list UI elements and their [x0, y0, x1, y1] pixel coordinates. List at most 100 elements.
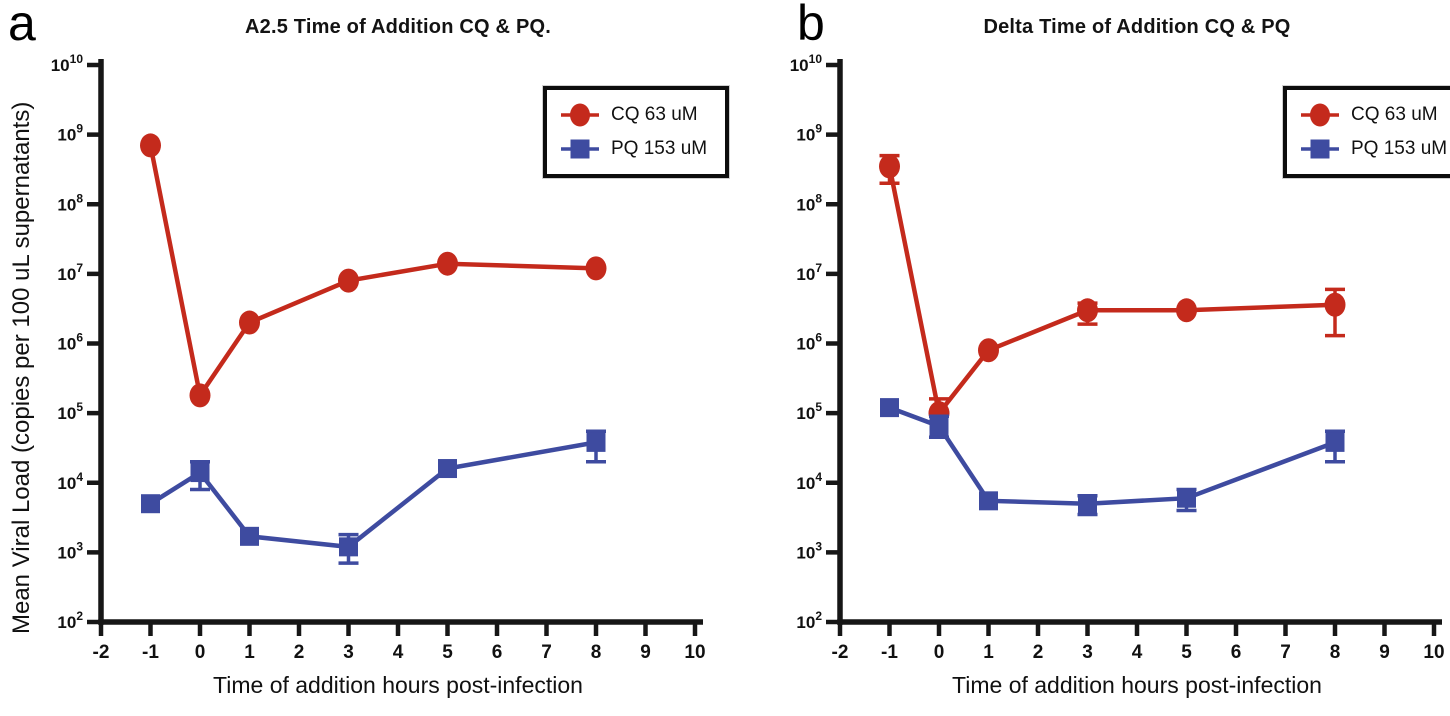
legend-marker-shape [1310, 103, 1330, 127]
y-tick-label: 109 [796, 122, 822, 145]
series-line [148, 144, 597, 402]
series-cq-63-um [140, 133, 607, 408]
x-tick-label: 8 [1330, 642, 1341, 663]
data-point-marker [1077, 298, 1098, 323]
y-tick-label: 106 [796, 331, 822, 354]
series-pq-153-um [880, 398, 1345, 517]
legend-marker-shape [1310, 139, 1330, 159]
data-point-marker [437, 251, 458, 276]
legend-label: PQ 153 uM [611, 138, 708, 159]
data-point-marker [339, 537, 358, 557]
data-point-marker [979, 491, 998, 511]
y-tick-label: 106 [57, 331, 83, 354]
legend-square-marker-icon [561, 139, 599, 159]
y-tick-label: 109 [57, 122, 83, 145]
x-tick-label: -1 [881, 642, 898, 663]
y-tick-label: 108 [57, 191, 83, 214]
x-tick-label: -2 [93, 642, 110, 663]
series-line [888, 405, 1336, 506]
legend-item: CQ 63 uM [559, 99, 707, 131]
x-tick-label: 3 [1082, 642, 1093, 663]
y-tick-label: 108 [796, 191, 822, 214]
x-tick-label: 7 [1280, 642, 1291, 663]
y-tick-label: 104 [57, 470, 83, 493]
panel-a: a A2.5 Time of Addition CQ & PQ. 1010 109… [8, 0, 730, 698]
series-line [149, 440, 597, 550]
y-axis-label: Mean Viral Load (copies per 100 uL super… [8, 101, 35, 634]
data-point-marker [189, 383, 211, 408]
y-tick-label: 107 [57, 261, 83, 284]
x-tick-label: 6 [1231, 642, 1242, 663]
x-tick-label: 2 [294, 642, 305, 663]
legend-marker-shape [570, 139, 590, 159]
y-tick-label: 1010 [51, 52, 84, 75]
legend-label: CQ 63 uM [611, 104, 698, 125]
panel-letter-b: b [797, 0, 825, 51]
x-tick-label: 8 [591, 642, 602, 663]
legend-label: CQ 63 uM [1351, 104, 1438, 125]
y-tick-label: 103 [796, 539, 822, 562]
legend-item: PQ 153 uM [559, 133, 707, 165]
data-point-marker [190, 463, 210, 483]
series-pq-153-um [141, 429, 606, 565]
data-point-marker [1078, 494, 1097, 514]
x-tick-label: 5 [1181, 642, 1192, 663]
y-tick-label: 103 [57, 539, 83, 562]
data-point-marker [1324, 292, 1346, 317]
legend-item: PQ 153 uM [1299, 133, 1447, 165]
x-tick-label: 3 [343, 642, 354, 663]
series-cq-63-um [879, 153, 1346, 440]
chart-title-a: A2.5 Time of Addition CQ & PQ. [244, 16, 552, 38]
y-tick-label: 107 [796, 261, 822, 284]
x-tick-label: 0 [195, 642, 206, 663]
x-axis-label-a: Time of addition hours post-infection [213, 672, 583, 698]
x-tick-label: 4 [1132, 642, 1143, 663]
data-point-marker [141, 494, 160, 514]
legend-square-marker-icon [1301, 139, 1339, 159]
x-tick-label: 9 [1379, 642, 1390, 663]
data-point-marker [880, 398, 899, 418]
data-point-marker [438, 459, 457, 479]
x-tick-label: 2 [1033, 642, 1044, 663]
data-point-marker [239, 310, 260, 335]
data-point-marker [338, 268, 359, 293]
x-tick-label: 7 [541, 642, 552, 663]
x-tick-label: 10 [1423, 642, 1444, 663]
data-point-marker [240, 526, 259, 546]
panel-b: b Delta Time of Addition CQ & PQ 1010 109… [725, 0, 1450, 716]
legend-b: CQ 63 uM PQ 153 uM [1283, 86, 1450, 178]
chart-title-b: Delta Time of Addition CQ & PQ [983, 16, 1291, 38]
x-axis-label-b: Time of addition hours post-infection [952, 672, 1322, 698]
data-point-marker [585, 256, 607, 281]
panel-letter-a: a [8, 0, 36, 51]
data-point-marker [1177, 488, 1196, 508]
legend-item: CQ 63 uM [1299, 99, 1447, 131]
x-tick-label: 5 [442, 642, 453, 663]
x-tick-label: 10 [684, 642, 705, 663]
data-point-marker [1176, 298, 1197, 323]
x-tick-label: -1 [142, 642, 159, 663]
x-tick-label: 1 [983, 642, 994, 663]
data-point-marker [140, 133, 161, 158]
x-tick-label: 1 [244, 642, 255, 663]
data-point-marker [879, 154, 900, 179]
x-tick-label: 0 [934, 642, 945, 663]
data-point-marker [929, 416, 949, 436]
data-point-marker [586, 432, 606, 452]
data-point-marker [1325, 432, 1345, 452]
x-tick-label: 6 [492, 642, 503, 663]
x-tick-label: 9 [640, 642, 651, 663]
data-point-marker [978, 338, 999, 363]
y-tick-label: 104 [796, 470, 822, 493]
y-tick-label: 105 [57, 400, 83, 423]
y-tick-label: 1010 [790, 52, 823, 75]
legend-circle-marker-icon [1301, 103, 1339, 127]
legend-circle-marker-icon [561, 103, 599, 127]
legend-label: PQ 153 uM [1351, 138, 1448, 159]
x-tick-label: -2 [832, 642, 849, 663]
y-tick-label: 105 [796, 400, 822, 423]
y-tick-label: 102 [796, 609, 822, 632]
